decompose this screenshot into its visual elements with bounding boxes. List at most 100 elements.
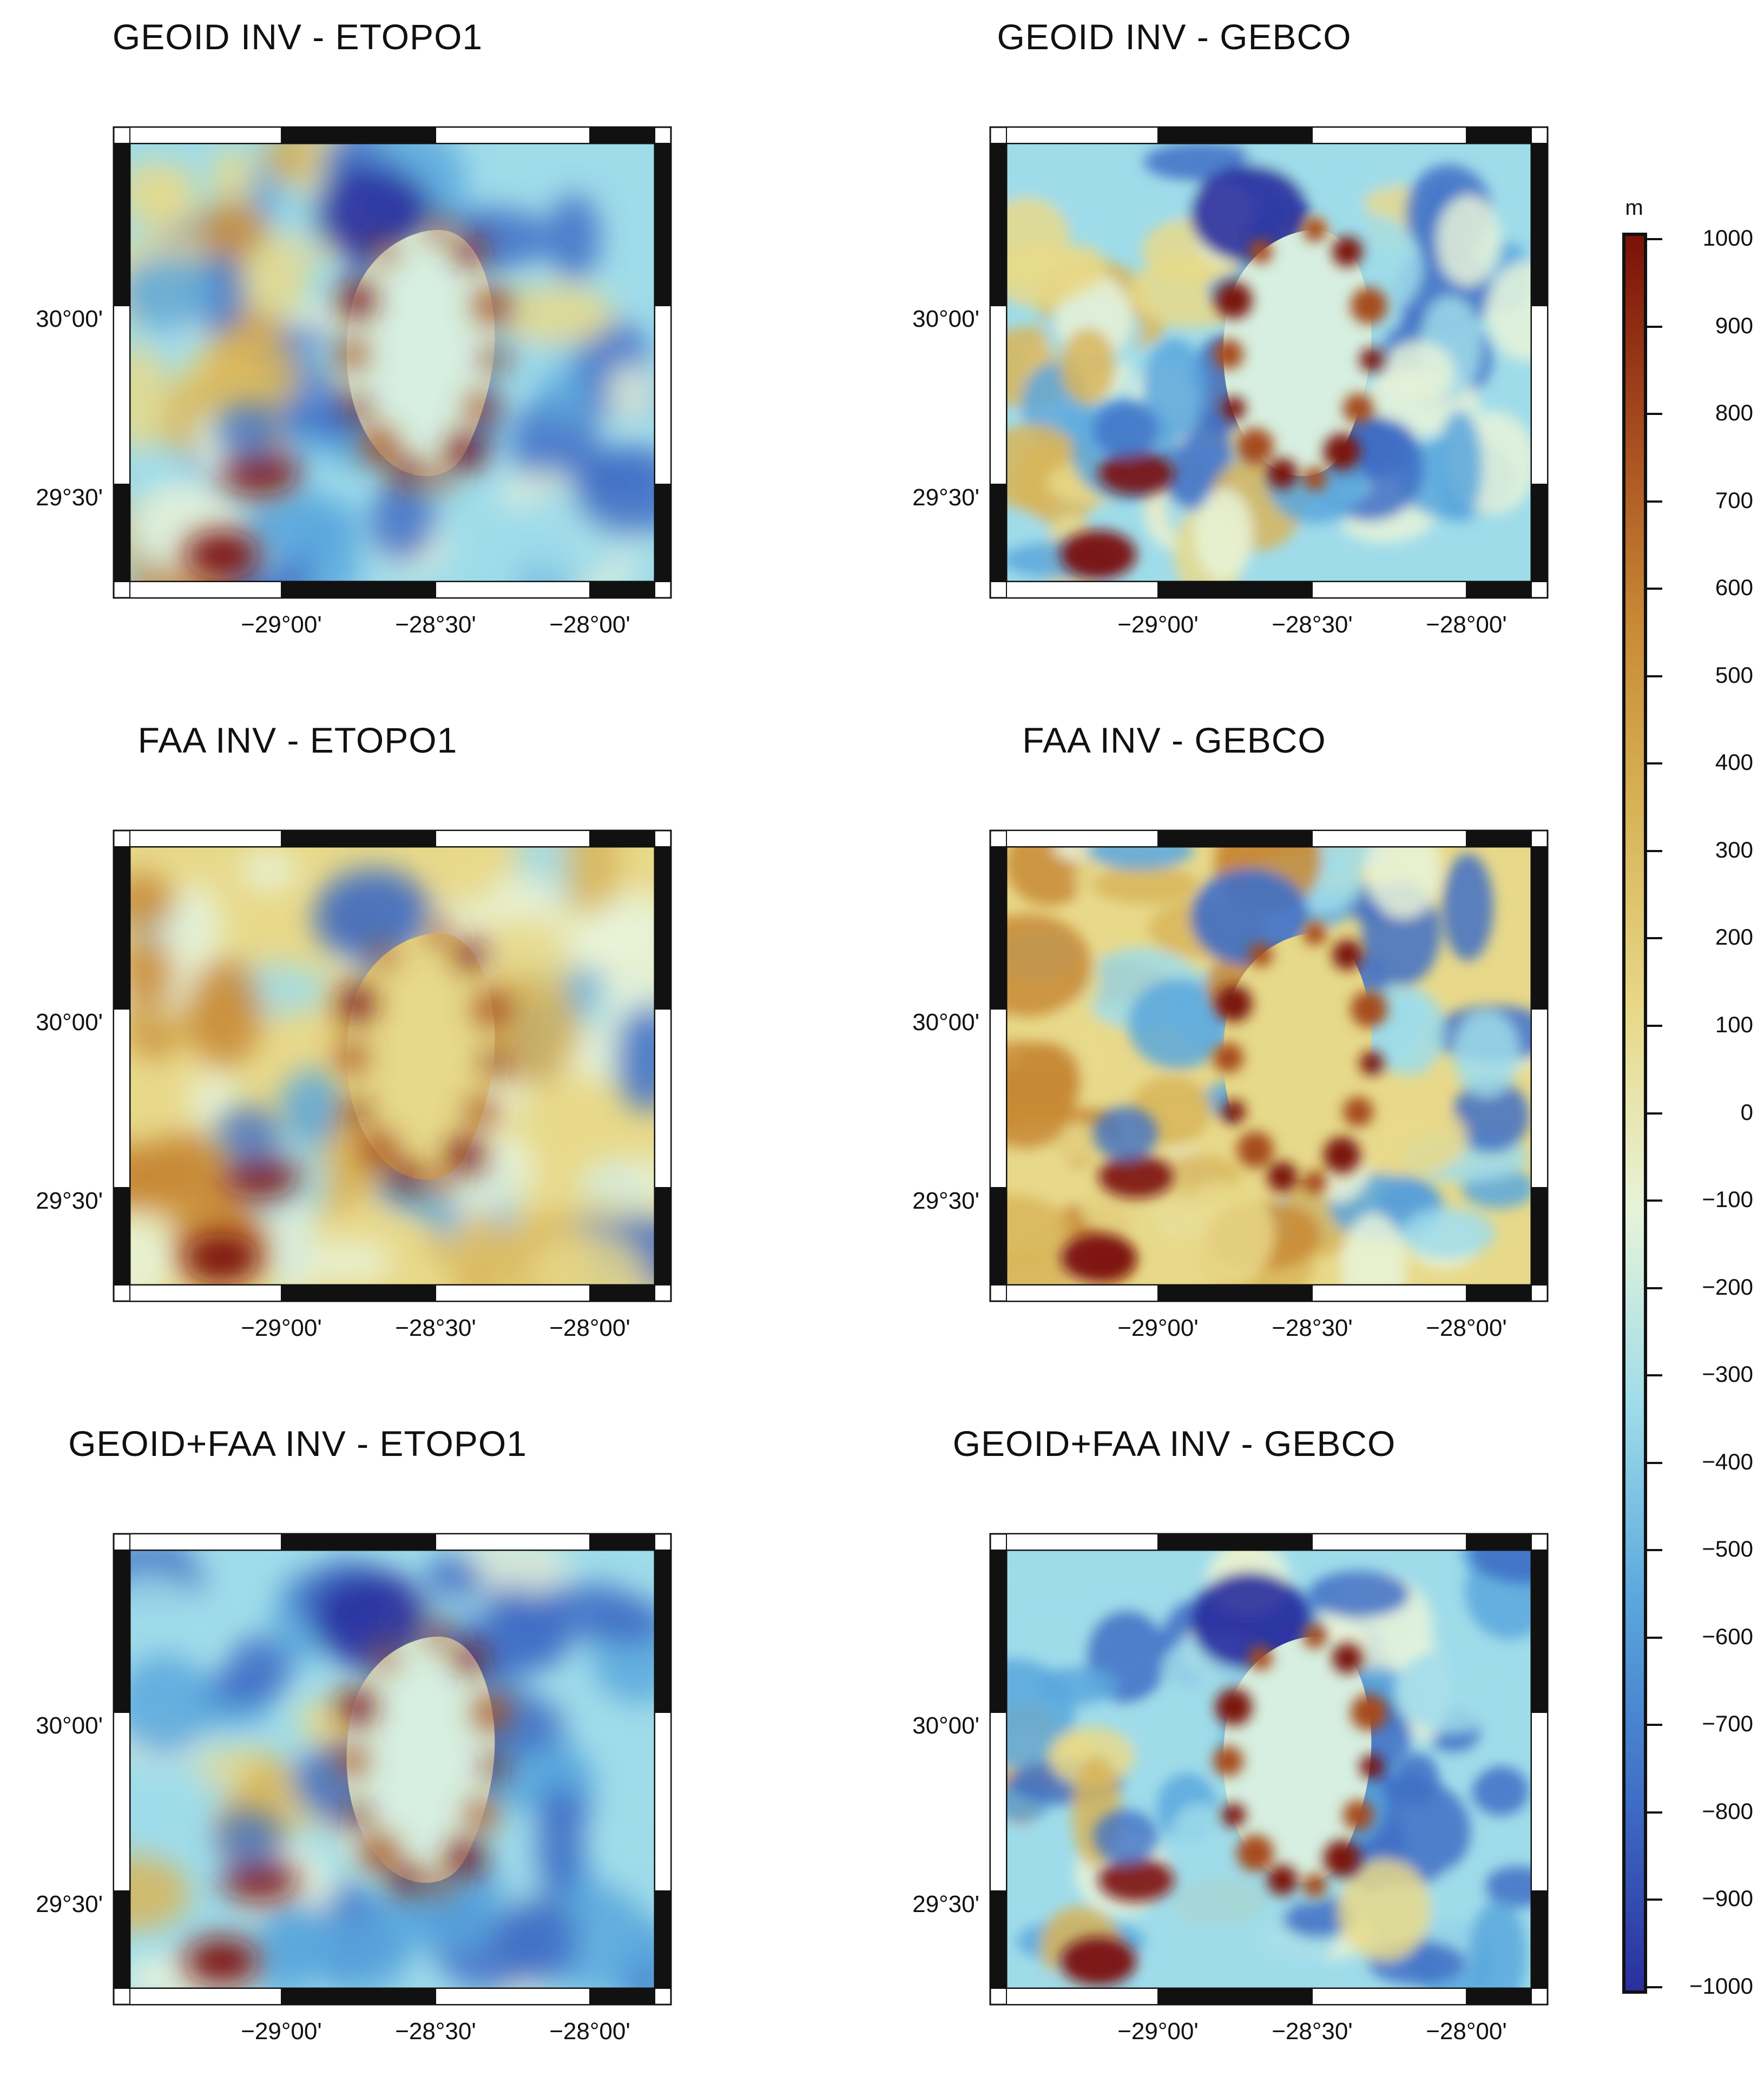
map-raster xyxy=(989,126,1549,599)
panel-title: GEOID INV - ETOPO1 xyxy=(112,17,483,57)
lat-tick-29-30: 29°30' xyxy=(36,1188,103,1214)
map-frame xyxy=(113,829,672,1302)
colorbar-tick-label: 0 xyxy=(1740,1099,1753,1125)
colorbar-tick-label: −800 xyxy=(1702,1798,1753,1824)
colorbar-tick-mark xyxy=(1647,1986,1662,1988)
lon-tick-28-00: −28°00' xyxy=(1426,611,1507,638)
lat-tick-30-00: 30°00' xyxy=(36,1712,103,1739)
colorbar-tick-mark xyxy=(1647,500,1662,503)
colorbar-tick-label: −200 xyxy=(1702,1274,1753,1300)
map-raster xyxy=(989,829,1549,1302)
lon-tick-28-00: −28°00' xyxy=(549,1315,630,1341)
map-frame xyxy=(989,126,1549,599)
colorbar-tick-label: −400 xyxy=(1702,1448,1753,1474)
colorbar-tick-label: 1000 xyxy=(1702,225,1753,251)
panel-title: FAA INV - GEBCO xyxy=(1022,720,1326,760)
map-raster xyxy=(113,126,672,599)
map-frame-border xyxy=(989,126,1549,599)
colorbar-tick-label: −700 xyxy=(1702,1711,1753,1737)
lat-tick-30-00: 30°00' xyxy=(36,306,103,332)
lon-tick-28-00: −28°00' xyxy=(1426,2018,1507,2045)
lon-tick-28-00: −28°00' xyxy=(1426,1315,1507,1341)
map-raster xyxy=(113,829,672,1302)
colorbar-tick-label: −1000 xyxy=(1689,1973,1753,1999)
colorbar-tick-mark xyxy=(1647,1461,1662,1464)
colorbar-tick-mark xyxy=(1647,1899,1662,1901)
colorbar-tick-mark xyxy=(1647,1024,1662,1027)
lon-tick-28-00: −28°00' xyxy=(549,2018,630,2045)
lon-tick-28-00: −28°00' xyxy=(549,611,630,638)
anomaly-field xyxy=(130,1550,655,1988)
colorbar-tick-mark xyxy=(1647,325,1662,328)
map-frame xyxy=(989,829,1549,1302)
lon-tick-29-00: −29°00' xyxy=(241,1315,322,1341)
colorbar-tick-mark xyxy=(1647,1636,1662,1639)
panel-title: FAA INV - ETOPO1 xyxy=(137,720,458,760)
colorbar-tick-mark xyxy=(1647,1374,1662,1377)
map-frame-border xyxy=(113,126,672,599)
lat-tick-29-30: 29°30' xyxy=(36,484,103,511)
colorbar-tick-mark xyxy=(1647,1811,1662,1814)
anomaly-field xyxy=(1006,1550,1531,1988)
colorbar-tick-mark xyxy=(1647,238,1662,240)
colorbar-tick-mark xyxy=(1647,1724,1662,1726)
colorbar-tick-mark xyxy=(1647,1199,1662,1202)
map-raster xyxy=(989,1533,1549,2006)
lat-tick-30-00: 30°00' xyxy=(36,1009,103,1036)
lon-tick-29-00: −29°00' xyxy=(1117,2018,1199,2045)
map-panel-geoid-faa-gebco: GEOID+FAA INV - GEBCO 30°00' 29°30' −29°… xyxy=(877,1407,1549,2083)
anomaly-field xyxy=(1006,847,1531,1285)
colorbar-unit: m xyxy=(1625,196,1643,220)
colorbar-tick-mark xyxy=(1647,413,1662,416)
colorbar-tick-label: 200 xyxy=(1715,924,1753,950)
colorbar-tick-label: 700 xyxy=(1715,487,1753,513)
map-frame-border xyxy=(989,1533,1549,2006)
map-panel-geoid-faa-etopo1: GEOID+FAA INV - ETOPO1 30°00' 29°30' −29… xyxy=(0,1407,672,2083)
colorbar-tick-mark xyxy=(1647,1287,1662,1289)
map-panel-faa-gebco: FAA INV - GEBCO 30°00' 29°30' −29°00' −2… xyxy=(877,703,1549,1380)
colorbar-tick-label: −300 xyxy=(1702,1361,1753,1387)
lon-tick-29-00: −29°00' xyxy=(1117,611,1199,638)
map-frame xyxy=(989,1533,1549,2006)
colorbar-tick-mark xyxy=(1647,1112,1662,1115)
lat-tick-30-00: 30°00' xyxy=(912,1712,979,1739)
map-panel-geoid-etopo1: GEOID INV - ETOPO1 30°00' 29°30' −29°00'… xyxy=(0,0,672,676)
colorbar-tick-mark xyxy=(1647,1549,1662,1552)
colorbar-tick-mark xyxy=(1647,588,1662,590)
map-frame-border xyxy=(989,829,1549,1302)
colorbar-tick-label: 900 xyxy=(1715,312,1753,338)
lon-tick-28-30: −28°30' xyxy=(1272,2018,1353,2045)
lat-tick-30-00: 30°00' xyxy=(912,306,979,332)
colorbar-tick-label: 800 xyxy=(1715,400,1753,426)
lat-tick-29-30: 29°30' xyxy=(912,1188,979,1214)
lat-tick-30-00: 30°00' xyxy=(912,1009,979,1036)
anomaly-field xyxy=(130,143,655,582)
anomaly-field xyxy=(1006,143,1531,582)
lon-tick-29-00: −29°00' xyxy=(241,2018,322,2045)
colorbar xyxy=(1622,233,1647,1994)
lon-tick-28-30: −28°30' xyxy=(395,1315,476,1341)
colorbar-tick-mark xyxy=(1647,849,1662,852)
panel-title: GEOID INV - GEBCO xyxy=(997,17,1352,57)
map-frame xyxy=(113,126,672,599)
colorbar-tick-mark xyxy=(1647,675,1662,677)
lon-tick-29-00: −29°00' xyxy=(1117,1315,1199,1341)
lon-tick-28-30: −28°30' xyxy=(1272,611,1353,638)
colorbar-tick-label: −900 xyxy=(1702,1886,1753,1911)
colorbar-tick-label: 500 xyxy=(1715,662,1753,688)
map-frame-border xyxy=(113,1533,672,2006)
map-panel-faa-etopo1: FAA INV - ETOPO1 30°00' 29°30' −29°00' −… xyxy=(0,703,672,1380)
lat-tick-29-30: 29°30' xyxy=(912,484,979,511)
panel-title: GEOID+FAA INV - GEBCO xyxy=(952,1423,1396,1464)
colorbar-tick-label: −600 xyxy=(1702,1623,1753,1649)
lon-tick-28-30: −28°30' xyxy=(395,2018,476,2045)
colorbar-tick-label: 400 xyxy=(1715,749,1753,775)
colorbar-tick-mark xyxy=(1647,762,1662,765)
map-frame-border xyxy=(113,829,672,1302)
lat-tick-29-30: 29°30' xyxy=(36,1891,103,1917)
colorbar-tick-label: 100 xyxy=(1715,1011,1753,1037)
anomaly-field xyxy=(130,847,655,1285)
map-frame xyxy=(113,1533,672,2006)
lon-tick-29-00: −29°00' xyxy=(241,611,322,638)
lon-tick-28-30: −28°30' xyxy=(395,611,476,638)
